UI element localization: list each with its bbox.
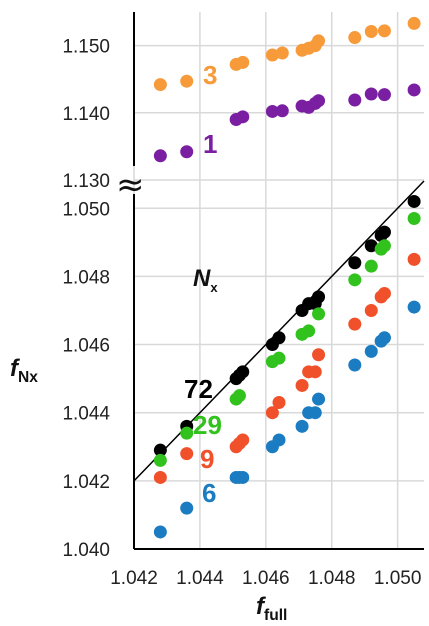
y-axis-title: fNx	[10, 355, 38, 386]
data-point-series-6	[236, 470, 250, 484]
data-point-series-3	[348, 31, 362, 45]
data-point-series-1	[236, 110, 250, 124]
y-tick-label: 1.044	[62, 404, 110, 425]
data-point-series-29	[377, 239, 391, 253]
data-point-series-3	[312, 34, 326, 48]
data-point-series-1	[312, 94, 326, 108]
axes	[133, 12, 424, 550]
nx-annotation-main: N	[193, 265, 211, 292]
y-tick-label: 1.130	[62, 171, 110, 192]
axis-break-symbol: ≈	[116, 165, 145, 205]
nx-annotation: Nx	[193, 265, 218, 295]
data-point-series-9	[153, 470, 167, 484]
data-point-series-29	[312, 307, 326, 321]
data-point-series-72	[377, 225, 391, 239]
data-point-series-9	[407, 252, 421, 266]
data-point-series-3	[275, 46, 289, 60]
data-point-series-3	[364, 24, 378, 38]
data-point-series-1	[348, 93, 362, 107]
x-axis-title-subscript: full	[264, 607, 287, 624]
x-axis-title-main: f	[256, 593, 266, 620]
data-point-series-3	[236, 55, 250, 69]
data-point-series-72	[364, 239, 378, 253]
data-point-series-3	[407, 16, 421, 30]
y-tick-label: 1.042	[62, 472, 110, 493]
x-tick-label: 1.050	[374, 568, 422, 589]
data-point-series-29	[153, 453, 167, 467]
data-point-series-3	[153, 78, 167, 92]
data-points	[153, 16, 421, 539]
data-point-series-72	[348, 256, 362, 270]
data-point-series-1	[377, 88, 391, 102]
data-point-series-3	[265, 48, 279, 62]
data-point-series-72	[236, 365, 250, 379]
y-tick-label: 1.040	[62, 540, 110, 561]
y-axis-title-main: f	[10, 355, 20, 382]
x-axis-title: ffull	[256, 593, 287, 624]
series-label-1: 1	[203, 129, 217, 159]
data-point-series-9	[364, 303, 378, 317]
data-point-series-6	[407, 300, 421, 314]
data-point-series-9	[308, 365, 322, 379]
data-point-series-1	[153, 149, 167, 163]
data-point-series-6	[348, 358, 362, 372]
data-point-series-72	[153, 443, 167, 457]
data-point-series-6	[308, 406, 322, 420]
series-label-72: 72	[184, 374, 213, 404]
data-point-series-3	[180, 74, 194, 88]
x-tick-label: 1.044	[176, 568, 224, 589]
series-label-9: 9	[200, 444, 214, 474]
series-label-3: 3	[203, 60, 217, 90]
tick-labels: 1.042 1.044 1.046 1.048 1.050 1.130 1.140 1.150…	[62, 37, 421, 589]
series-labels: 3 1 72 29 9 6 Nx	[184, 60, 222, 508]
data-point-series-6	[312, 392, 326, 406]
data-point-series-6	[295, 419, 309, 433]
y-tick-label: 1.140	[62, 104, 110, 125]
y-tick-label: 1.150	[62, 37, 110, 58]
data-point-series-9	[312, 348, 326, 362]
data-point-series-29	[232, 389, 246, 403]
nx-annotation-subscript: x	[210, 280, 218, 295]
data-point-series-29	[272, 351, 286, 365]
data-point-series-9	[377, 286, 391, 300]
data-point-series-1	[275, 104, 289, 118]
x-tick-label: 1.046	[242, 568, 290, 589]
data-point-series-29	[348, 273, 362, 287]
data-point-series-1	[407, 83, 421, 97]
data-point-series-6	[377, 331, 391, 345]
grid-lines	[133, 12, 424, 550]
data-point-series-72	[407, 194, 421, 208]
data-point-series-9	[180, 447, 194, 461]
data-point-series-29	[407, 211, 421, 225]
y-tick-label: 1.046	[62, 336, 110, 357]
data-point-series-6	[180, 501, 194, 515]
data-point-series-29	[364, 259, 378, 273]
data-point-series-9	[236, 433, 250, 447]
data-point-series-6	[153, 525, 167, 539]
data-point-series-1	[180, 145, 194, 159]
data-point-series-9	[348, 317, 362, 331]
data-point-series-6	[364, 344, 378, 358]
y-tick-label: 1.048	[62, 267, 110, 288]
data-point-series-1	[364, 87, 378, 101]
x-tick-label: 1.042	[110, 568, 158, 589]
data-point-series-6	[272, 433, 286, 447]
data-point-series-1	[265, 104, 279, 118]
data-point-series-29	[180, 426, 194, 440]
data-point-series-3	[377, 24, 391, 38]
x-tick-label: 1.048	[308, 568, 356, 589]
data-point-series-9	[295, 378, 309, 392]
data-point-series-72	[272, 331, 286, 345]
series-label-29: 29	[193, 410, 222, 440]
y-tick-label: 1.050	[62, 199, 110, 220]
series-label-6: 6	[202, 478, 216, 508]
data-point-series-29	[302, 324, 316, 338]
data-point-series-9	[272, 395, 286, 409]
data-point-series-9	[265, 406, 279, 420]
y-axis-title-subscript: Nx	[18, 369, 38, 386]
data-point-series-72	[312, 290, 326, 304]
